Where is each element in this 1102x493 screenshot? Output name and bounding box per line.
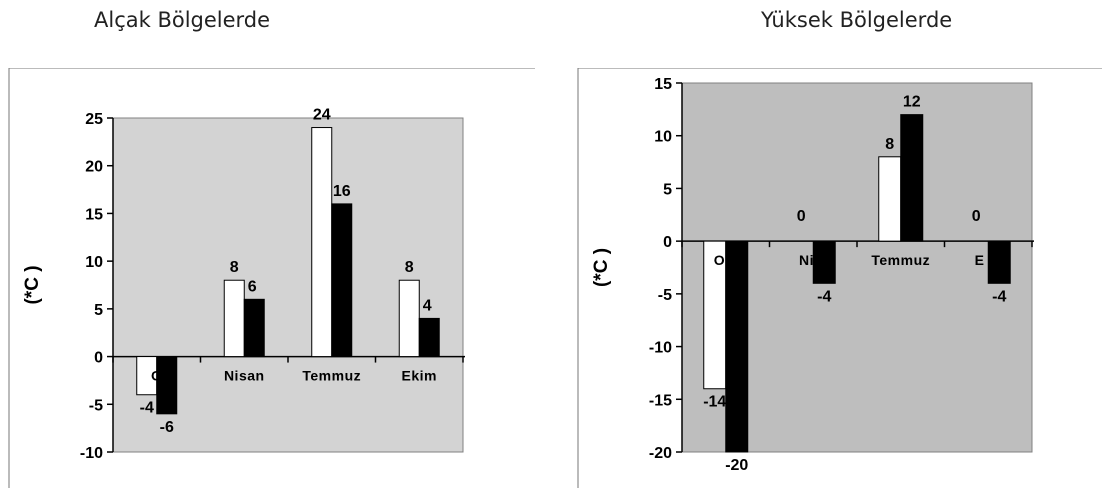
- y-tick-label: -20: [649, 445, 672, 462]
- y-axis-title: (*C ): [22, 265, 43, 304]
- bar-white: [223, 279, 245, 358]
- y-tick-label: -15: [649, 392, 672, 409]
- y-tick-label: -10: [80, 445, 103, 462]
- y-tick-label: 20: [85, 159, 103, 176]
- y-tick-label: 0: [663, 234, 672, 251]
- data-label-black: -4: [992, 288, 1006, 305]
- data-label-black: 12: [903, 94, 921, 111]
- data-label-white: 8: [885, 136, 894, 153]
- bar-black: [418, 317, 440, 358]
- y-tick-label: 25: [85, 111, 103, 128]
- y-tick-label: 0: [94, 350, 103, 367]
- bar-black: [156, 356, 178, 415]
- bar-black: [812, 240, 836, 284]
- x-category-label: E m: [975, 252, 1002, 268]
- chart-left: 25 20 15 10 5 0 -5 -10 O Nisan Temmuz Ekim -4 8 24 8 -6 6…: [8, 68, 535, 488]
- y-tick-label: 5: [94, 302, 103, 319]
- y-tick-label: 15: [85, 206, 103, 223]
- data-label-black: -4: [817, 288, 831, 305]
- x-category-label: Ekim: [402, 368, 437, 384]
- data-label-zero: 0: [972, 208, 981, 225]
- data-label-black: 6: [248, 278, 257, 295]
- bar-black: [331, 203, 353, 358]
- x-category-label: O k: [714, 252, 738, 268]
- chart-title-right: Yüksek Bölgelerde: [761, 8, 953, 32]
- data-label-black: 4: [423, 297, 432, 314]
- x-category-label: Temmuz: [302, 368, 361, 384]
- data-label-white: 24: [313, 107, 331, 124]
- data-label-white: 8: [230, 259, 239, 276]
- data-label-black: -20: [725, 457, 748, 474]
- y-tick-label: 15: [654, 76, 672, 93]
- bar-white: [398, 279, 420, 358]
- data-label-white: -14: [703, 394, 726, 411]
- data-label-zero: 0: [797, 208, 806, 225]
- data-label-black: -6: [160, 419, 174, 436]
- y-tick-label: 10: [654, 129, 672, 146]
- y-tick-label: -10: [649, 340, 672, 357]
- y-axis-title: (*C ): [591, 248, 612, 287]
- y-tick-label: -5: [89, 397, 103, 414]
- bar-black: [900, 114, 924, 242]
- chart-title-left: Alçak Bölgelerde: [94, 8, 271, 32]
- x-category-label: Nisan: [224, 368, 265, 384]
- y-tick-label: -5: [658, 287, 672, 304]
- bar-black: [987, 240, 1011, 284]
- y-tick-label: 5: [663, 181, 672, 198]
- data-label-white: 8: [405, 259, 414, 276]
- bar-white: [878, 156, 902, 242]
- y-tick-label: 10: [85, 254, 103, 271]
- bar-black: [725, 240, 749, 453]
- chart-right: 15 10 5 0 -5 -10 -15 -20 O k Ni n Temmuz E m -14 8 -20…: [577, 68, 1102, 488]
- data-label-black: 16: [333, 183, 351, 200]
- data-label-white: -4: [140, 400, 154, 417]
- bar-white: [311, 127, 333, 358]
- x-category-label: Ni n: [799, 252, 827, 268]
- bar-black: [243, 298, 265, 358]
- x-category-label: O: [151, 368, 162, 384]
- x-category-label: Temmuz: [871, 252, 930, 268]
